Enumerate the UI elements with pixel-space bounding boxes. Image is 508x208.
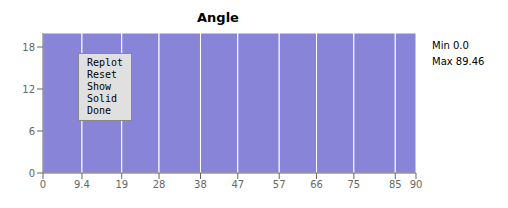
svg-text:57: 57	[273, 179, 286, 190]
html-text:Solid: Solid	[87, 93, 118, 104]
html-text:Replot: Replot	[87, 57, 124, 68]
html-text:Show: Show	[87, 81, 112, 92]
html-text:Max 89.46: Max 89.46	[432, 56, 485, 67]
html-text:Angle: Angle	[197, 10, 239, 25]
svg-text:9.4: 9.4	[74, 179, 90, 190]
html-text:Reset: Reset	[87, 69, 118, 80]
svg-text:19: 19	[115, 179, 128, 190]
svg-text:75: 75	[347, 179, 360, 190]
html-text:Done: Done	[87, 105, 112, 116]
svg-text:6: 6	[29, 126, 35, 137]
svg-text:0: 0	[29, 168, 35, 179]
html-text:Min 0.0: Min 0.0	[432, 40, 469, 51]
svg-text:85: 85	[389, 179, 402, 190]
svg-text:38: 38	[194, 179, 207, 190]
svg-text:0: 0	[40, 179, 46, 190]
svg-text:28: 28	[153, 179, 166, 190]
svg-text:18: 18	[22, 42, 35, 53]
svg-text:90: 90	[410, 179, 423, 190]
svg-text:47: 47	[231, 179, 244, 190]
svg-text:12: 12	[22, 84, 35, 95]
svg-text:66: 66	[310, 179, 323, 190]
